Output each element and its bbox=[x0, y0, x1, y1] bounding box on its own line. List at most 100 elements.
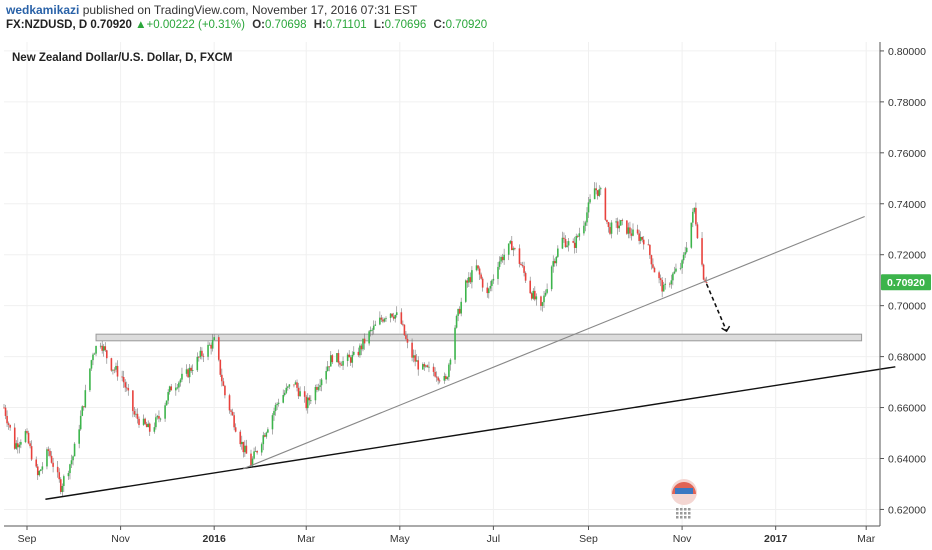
candle-body bbox=[317, 387, 320, 390]
candle bbox=[541, 301, 544, 312]
candle bbox=[147, 420, 150, 428]
candle-body bbox=[105, 350, 108, 359]
candle bbox=[564, 235, 567, 248]
candle-body bbox=[415, 360, 418, 362]
candle bbox=[262, 431, 265, 451]
candle-body bbox=[181, 373, 183, 380]
candle bbox=[664, 277, 667, 290]
candle bbox=[145, 421, 148, 428]
candle bbox=[638, 229, 640, 245]
candle bbox=[242, 441, 245, 458]
candle-body bbox=[491, 280, 493, 286]
candle-body bbox=[207, 344, 209, 357]
candle-body bbox=[59, 479, 62, 492]
candle bbox=[260, 442, 263, 456]
candle bbox=[672, 272, 674, 286]
candle-body bbox=[231, 411, 234, 416]
candle-body bbox=[260, 444, 263, 453]
candle-body bbox=[63, 476, 65, 486]
candle-body bbox=[201, 350, 203, 356]
candle bbox=[454, 325, 456, 364]
candle bbox=[239, 429, 242, 447]
candle-body bbox=[219, 359, 222, 375]
candle-body bbox=[693, 207, 696, 212]
candle bbox=[446, 376, 449, 381]
candle-body bbox=[564, 239, 567, 248]
candle bbox=[457, 308, 459, 322]
candle bbox=[692, 208, 694, 228]
candle-body bbox=[46, 449, 48, 467]
candle bbox=[199, 346, 202, 360]
candle bbox=[423, 362, 426, 371]
y-tick-label: 0.78000 bbox=[888, 97, 926, 109]
candle-body bbox=[81, 406, 84, 416]
candle bbox=[552, 255, 555, 273]
candle-body bbox=[524, 272, 527, 281]
candle bbox=[649, 243, 651, 259]
candle bbox=[82, 406, 85, 411]
candle bbox=[164, 402, 166, 422]
candle bbox=[618, 219, 620, 232]
candle bbox=[110, 357, 113, 372]
symbol-label[interactable]: FX:NZDUSD, D bbox=[6, 19, 88, 31]
candle bbox=[530, 291, 533, 301]
candle bbox=[658, 270, 660, 284]
candle-body bbox=[30, 446, 33, 460]
candle bbox=[432, 363, 435, 377]
candle-body bbox=[369, 330, 372, 332]
candle-body bbox=[426, 365, 429, 368]
candle bbox=[230, 409, 232, 416]
candle-body bbox=[695, 207, 697, 225]
candle-body bbox=[534, 290, 536, 300]
candle bbox=[501, 253, 504, 263]
candle bbox=[449, 358, 452, 371]
candle bbox=[264, 432, 266, 438]
candle-body bbox=[78, 429, 80, 444]
candle bbox=[529, 276, 532, 295]
candle bbox=[18, 441, 21, 454]
candle-body bbox=[636, 229, 639, 234]
projection-arrow bbox=[705, 283, 731, 333]
candle bbox=[26, 428, 28, 435]
candle bbox=[176, 384, 179, 390]
candle bbox=[319, 378, 321, 392]
candle bbox=[468, 272, 470, 288]
candle bbox=[122, 370, 125, 388]
up-arrow-icon: ▲ bbox=[135, 19, 147, 31]
candle-body bbox=[264, 435, 266, 437]
candle-body bbox=[659, 278, 662, 281]
candle-body bbox=[240, 441, 243, 445]
candle bbox=[9, 424, 11, 431]
candle bbox=[79, 410, 82, 431]
candle bbox=[188, 364, 191, 384]
candle bbox=[520, 262, 522, 266]
candle bbox=[414, 349, 416, 367]
candle-body bbox=[394, 314, 397, 319]
candle bbox=[543, 290, 545, 309]
candle-body bbox=[233, 415, 235, 428]
candle bbox=[346, 352, 349, 367]
y-tick-label: 0.76000 bbox=[888, 148, 926, 160]
candle bbox=[20, 439, 22, 449]
candle bbox=[69, 463, 71, 480]
candle-body bbox=[649, 244, 651, 256]
candle bbox=[276, 402, 278, 411]
candle bbox=[374, 320, 377, 326]
candle-body bbox=[423, 364, 426, 367]
candle bbox=[340, 361, 343, 366]
candle-body bbox=[121, 376, 123, 378]
time-axis[interactable]: Sep Nov 2016 Mar May Jul Sep Nov 2017 Mar bbox=[4, 525, 880, 545]
candle-body bbox=[690, 222, 693, 248]
candle bbox=[400, 308, 403, 325]
current-price-badge: 0.70920 bbox=[881, 274, 931, 291]
candle bbox=[308, 395, 311, 406]
author-name[interactable]: wedkamikazi bbox=[6, 3, 80, 17]
y-tick-label: 0.68000 bbox=[888, 352, 926, 364]
candle bbox=[306, 393, 309, 414]
candle bbox=[619, 219, 622, 226]
candle-body bbox=[282, 395, 285, 403]
price-axis[interactable]: 0.80000 0.78000 0.76000 0.74000 0.72000 0.700… bbox=[879, 42, 926, 526]
candle-body bbox=[52, 462, 54, 467]
logo-dot bbox=[676, 512, 679, 515]
